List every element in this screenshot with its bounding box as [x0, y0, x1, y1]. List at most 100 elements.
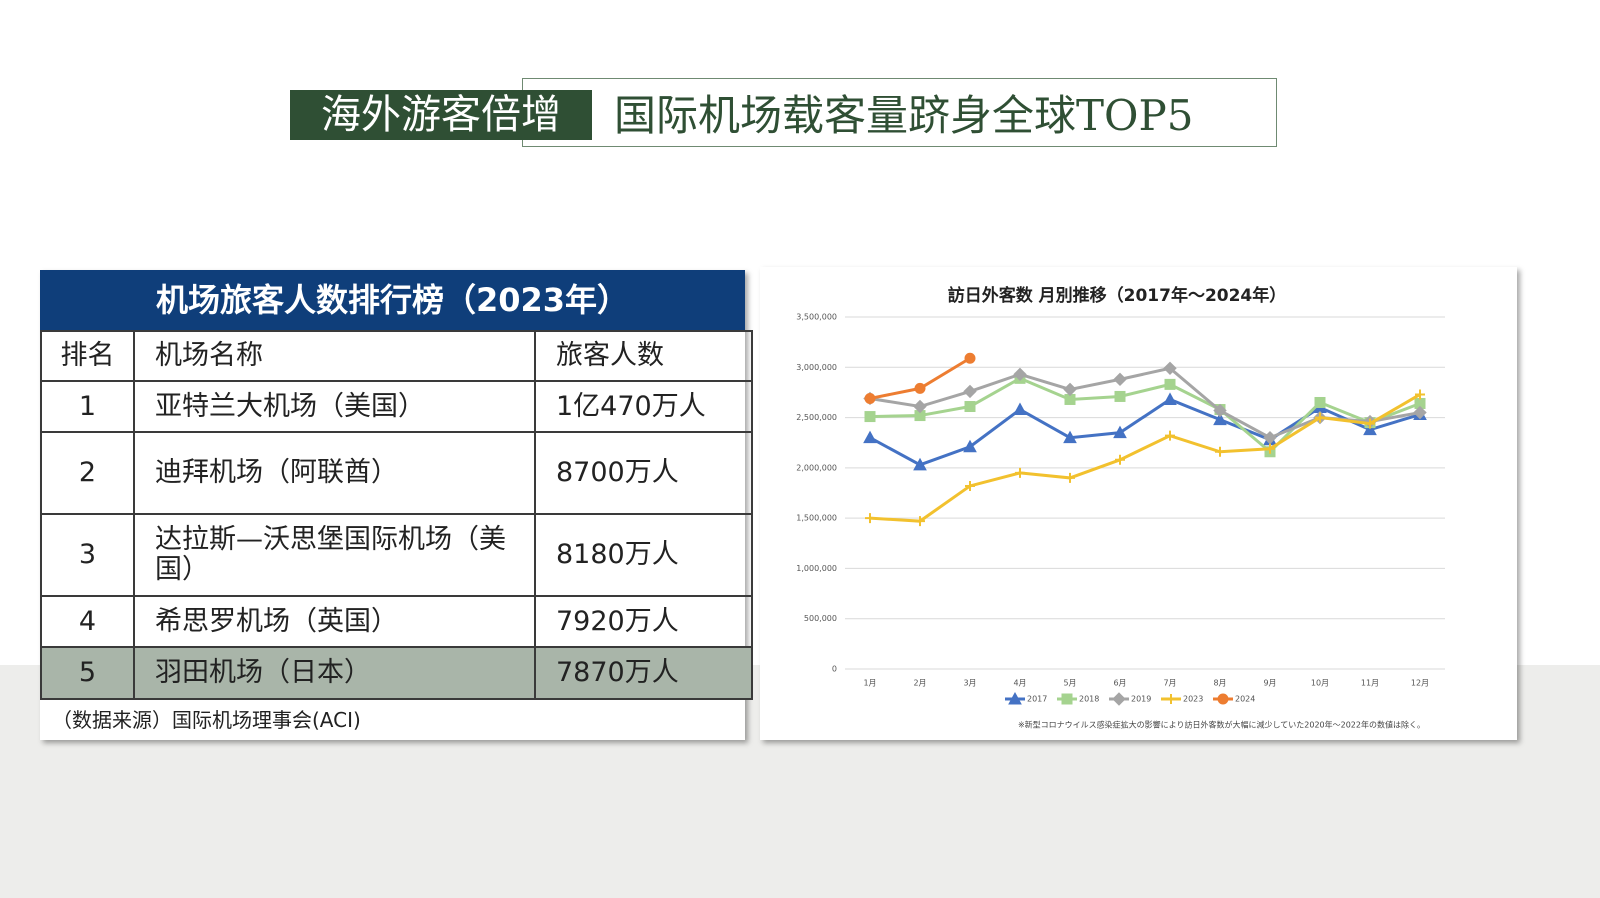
- series-line: [869, 397, 1421, 467]
- legend-label: 2017: [1027, 695, 1047, 704]
- table-cell: 机场名称: [133, 330, 536, 382]
- table-cell: 7920万人: [534, 595, 753, 648]
- legend-marker: [1112, 692, 1126, 706]
- table-cell: 2: [40, 431, 135, 515]
- series-line: [869, 393, 1421, 523]
- table-row: 5 羽田机场（日本） 7870万人: [40, 646, 753, 700]
- x-tick-label: 2月: [913, 679, 926, 688]
- table-title: 机场旅客人数排行榜（2023年）: [40, 270, 745, 330]
- legend-marker: [1008, 691, 1022, 705]
- x-tick-label: 3月: [963, 679, 976, 688]
- data-point: [964, 352, 976, 364]
- data-point: [1163, 392, 1177, 405]
- x-tick-label: 4月: [1013, 679, 1026, 688]
- data-point: [1164, 378, 1176, 390]
- table-cell: 亚特兰大机场（美国）: [133, 380, 536, 433]
- table: 排名 机场名称 旅客人数 1 亚特兰大机场（美国） 1亿470万人 2 迪拜机场（阿联酋） 87…: [40, 330, 753, 700]
- table-cell: 希思罗机场（英国）: [133, 595, 536, 648]
- x-tick-label: 6月: [1113, 679, 1126, 688]
- legend-label: 2024: [1235, 695, 1255, 704]
- data-point: [1315, 412, 1325, 423]
- legend-marker: [1217, 693, 1229, 705]
- y-tick-label: 3,000,000: [796, 363, 837, 372]
- data-point: [913, 399, 927, 414]
- y-tick-label: 2,000,000: [796, 463, 837, 472]
- table-cell: 达拉斯—沃思堡国际机场（美国）: [133, 513, 536, 597]
- data-point: [1113, 425, 1127, 439]
- x-tick-label: 10月: [1311, 679, 1329, 688]
- x-tick-label: 12月: [1411, 679, 1429, 688]
- data-point: [1215, 446, 1225, 457]
- table-cell: 4: [40, 595, 135, 648]
- data-point: [1015, 467, 1025, 478]
- title: 国际机场载客量跻身全球TOP5: [614, 91, 1194, 140]
- data-point: [1415, 389, 1425, 400]
- table-cell: 8180万人: [534, 513, 753, 597]
- data-point: [1163, 361, 1177, 375]
- y-tick-label: 500,000: [804, 614, 837, 623]
- data-point: [864, 411, 876, 423]
- data-point: [964, 401, 976, 413]
- data-point: [965, 480, 975, 491]
- data-point: [963, 384, 977, 399]
- data-point: [915, 516, 925, 527]
- ranking-table: 机场旅客人数排行榜（2023年） 排名 机场名称 旅客人数 1 亚特兰大机场（美国） 1亿…: [40, 270, 753, 740]
- data-point: [1013, 402, 1027, 416]
- x-tick-label: 1月: [863, 679, 876, 688]
- y-tick-label: 3,500,000: [796, 313, 837, 322]
- data-point: [1063, 382, 1077, 397]
- table-cell: 3: [40, 513, 135, 597]
- legend-marker: [1166, 694, 1176, 704]
- legend-label: 2018: [1079, 695, 1099, 704]
- data-point: [1213, 412, 1227, 426]
- data-point: [1213, 403, 1227, 418]
- x-tick-label: 8月: [1213, 679, 1226, 688]
- table-row: 2 迪拜机场（阿联酋） 8700万人: [40, 431, 753, 515]
- chart-panel: 訪日外客数 月別推移（2017年～2024年） ※新型コロナウイルス感染症拡大の…: [760, 267, 1517, 740]
- table-row: 3 达拉斯—沃思堡国际机场（美国） 8180万人: [40, 513, 753, 597]
- chart-title: 訪日外客数 月別推移（2017年～2024年）: [948, 285, 1287, 306]
- x-tick-label: 5月: [1063, 679, 1076, 688]
- table-row: 1 亚特兰大机场（美国） 1亿470万人: [40, 380, 753, 433]
- data-point: [913, 457, 927, 471]
- series-line: [869, 376, 1421, 454]
- table-cell: 5: [40, 646, 135, 700]
- legend-label: 2019: [1131, 695, 1151, 704]
- table-cell: 羽田机场（日本）: [133, 646, 536, 700]
- chart: 訪日外客数 月別推移（2017年～2024年） ※新型コロナウイルス感染症拡大の…: [796, 285, 1445, 730]
- data-point: [1314, 396, 1326, 408]
- table-cell: 迪拜机场（阿联酋）: [133, 431, 536, 515]
- data-point: [1263, 430, 1277, 445]
- table-cell: 8700万人: [534, 431, 753, 515]
- data-point: [1363, 422, 1377, 436]
- y-tick-label: 0: [832, 665, 837, 674]
- data-point: [1063, 430, 1077, 444]
- data-point: [1365, 418, 1375, 429]
- data-point: [914, 382, 926, 394]
- data-point: [1114, 390, 1126, 402]
- series-line: [869, 366, 1421, 440]
- table-row: 4 希思罗机场（英国） 7920万人: [40, 595, 753, 648]
- table-cell: 7870万人: [534, 646, 753, 700]
- table-source: （数据来源）国际机场理事会(ACI): [52, 708, 361, 732]
- x-tick-label: 9月: [1263, 679, 1276, 688]
- data-point: [1413, 405, 1427, 420]
- legend-label: 2023: [1183, 695, 1203, 704]
- title-highlight: 海外游客倍增: [290, 90, 592, 140]
- y-tick-label: 2,500,000: [796, 413, 837, 422]
- x-tick-label: 11月: [1361, 679, 1379, 688]
- data-point: [1265, 443, 1275, 454]
- table-cell: 排名: [40, 330, 135, 382]
- data-point: [1065, 472, 1075, 483]
- data-point: [865, 513, 875, 524]
- data-point: [963, 439, 977, 453]
- y-tick-label: 1,000,000: [796, 564, 837, 573]
- table-cell: 1亿470万人: [534, 380, 753, 433]
- data-point: [1013, 367, 1027, 382]
- chart-note: ※新型コロナウイルス感染症拡大の影響により訪日外客数が大幅に減少していた2020…: [1018, 720, 1425, 730]
- table-row: 排名 机场名称 旅客人数: [40, 330, 753, 382]
- data-point: [1115, 454, 1125, 465]
- x-tick-label: 7月: [1163, 679, 1176, 688]
- data-point: [864, 392, 876, 404]
